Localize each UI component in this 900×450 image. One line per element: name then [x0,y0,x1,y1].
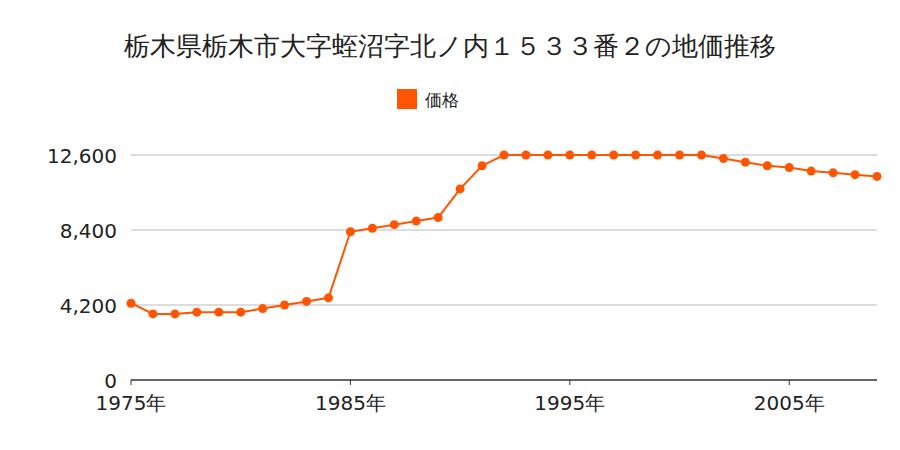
plot-area [127,151,882,319]
point [456,184,465,193]
point [192,308,201,317]
x-axis-line [131,380,877,381]
point [368,224,377,233]
point [543,151,552,160]
point [873,172,882,181]
grid-line [131,305,877,306]
y-tick-label: 8,400 [60,219,117,243]
point [478,161,487,170]
point [302,297,311,306]
point [565,151,574,160]
grid-line [131,230,877,231]
point [631,151,640,160]
point [521,151,530,160]
point [236,308,245,317]
point [412,217,421,226]
series-line [131,155,877,314]
point [653,151,662,160]
legend-label: 価格 [425,90,459,110]
x-tick-label: 1985年 [315,391,386,415]
legend: 価格 [397,89,459,110]
point [258,304,267,313]
y-tick-label: 4,200 [60,294,117,318]
point [587,151,596,160]
x-tick [131,380,132,385]
point [807,167,816,176]
point [697,151,706,160]
point [390,220,399,229]
point [127,299,136,308]
point [675,151,684,160]
x-tick-label: 1975年 [96,391,167,415]
point [346,227,355,236]
y-tick-label: 0 [104,369,117,393]
title: 栃木県栃木市大字蛭沼字北ノ内１５３３番２の地価推移 [124,31,776,61]
x-tick [350,380,351,385]
point [324,293,333,302]
point [170,309,179,318]
point [500,151,509,160]
point [280,301,289,310]
point [148,309,157,318]
point [785,163,794,172]
point [434,213,443,222]
point [214,308,223,317]
legend-swatch [397,89,417,109]
x-tick [569,380,570,385]
point [851,170,860,179]
y-tick-label: 12,600 [47,144,117,168]
point [829,168,838,177]
point [763,161,772,170]
grid-line [131,380,877,381]
point [609,151,618,160]
chart: 栃木県栃木市大字蛭沼字北ノ内１５３３番２の地価推移価格 0 4,200 8,400 12… [0,0,900,450]
x-tick [789,380,790,385]
point [719,154,728,163]
x-tick-label: 2005年 [754,391,825,415]
point [741,158,750,167]
x-tick-label: 1995年 [534,391,605,415]
